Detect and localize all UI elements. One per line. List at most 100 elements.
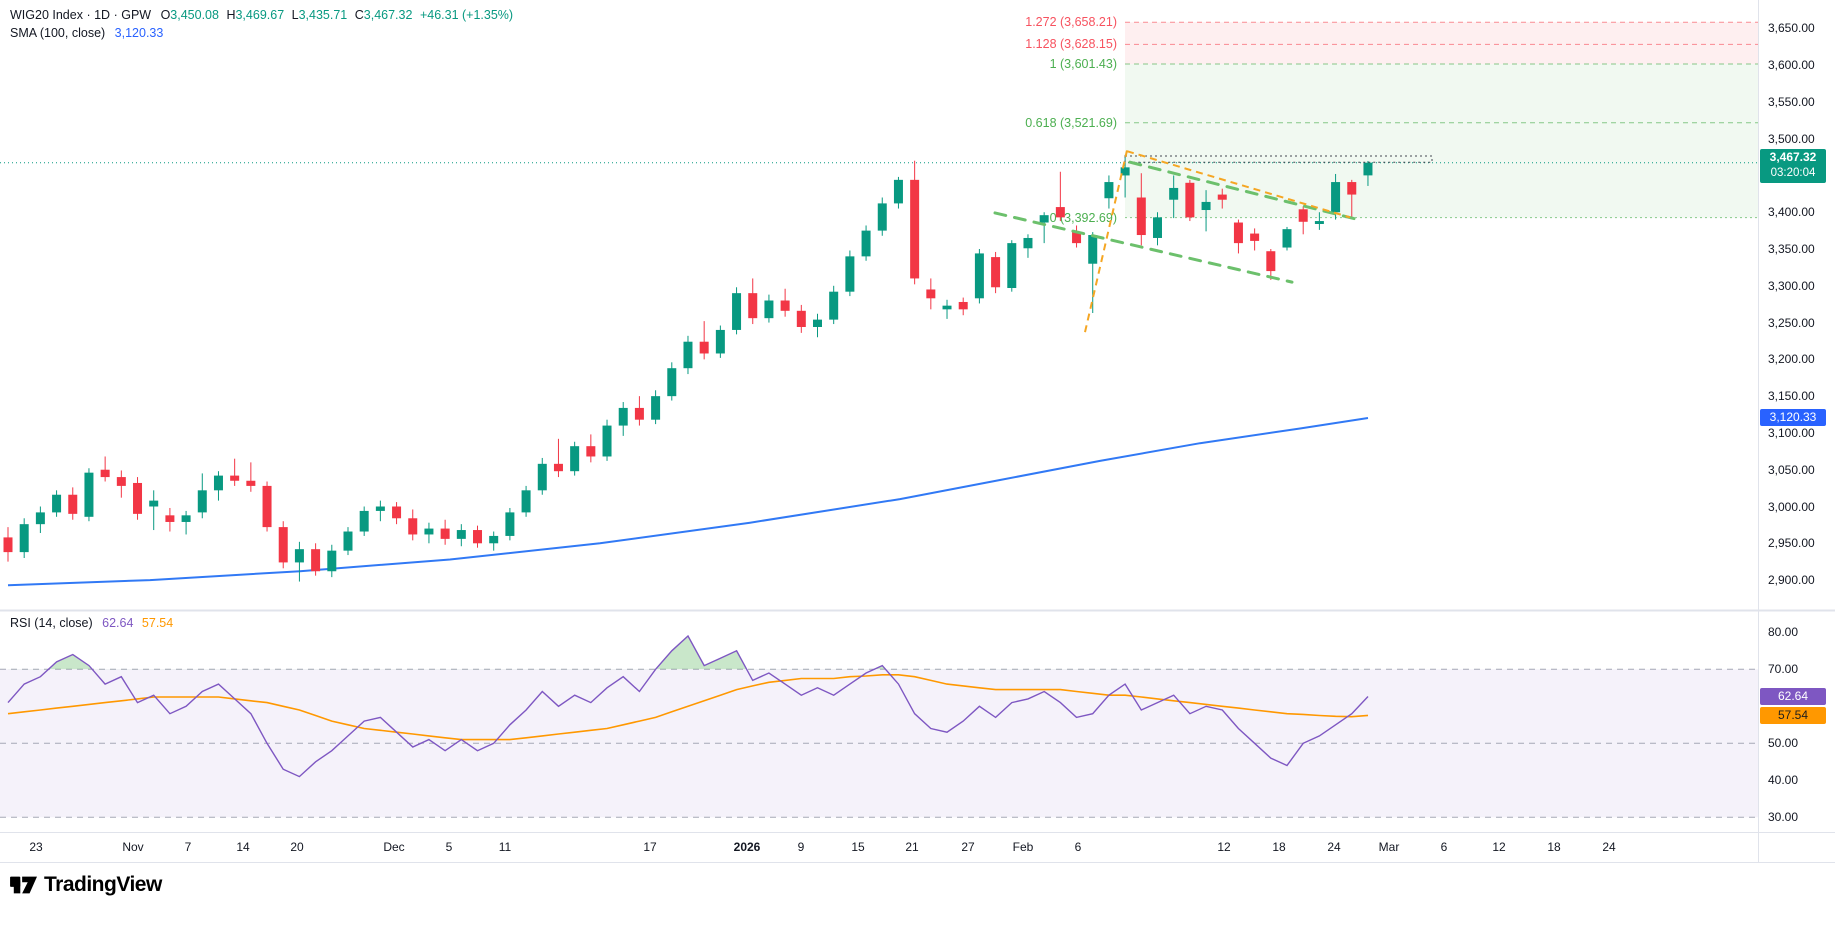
- tradingview-logo-icon: [10, 876, 37, 894]
- time-axis-label: 17: [643, 840, 657, 854]
- candle-up: [424, 528, 434, 535]
- exchange: GPW: [121, 8, 152, 22]
- candle-down: [262, 485, 272, 528]
- candle-up: [974, 253, 984, 299]
- candle-up: [1314, 221, 1324, 224]
- candle-down: [634, 407, 644, 420]
- bar-countdown: 03:20:04: [1770, 167, 1816, 179]
- rsi-band: [0, 669, 1758, 818]
- candle-up: [1039, 215, 1049, 223]
- sma-legend[interactable]: SMA (100, close) 3,120.33: [10, 26, 163, 40]
- fib-level-label: 0.618 (3,521.69): [1025, 115, 1117, 130]
- fib-level-label: 1.272 (3,658.21): [1025, 15, 1117, 30]
- symbol-title: WIG20 Index: [10, 8, 83, 22]
- candle-up: [651, 396, 661, 420]
- sma-badge: 3,120.33: [1760, 409, 1826, 426]
- candle-up: [537, 463, 547, 491]
- time-axis-label: 18: [1272, 840, 1286, 854]
- price-axis-label: 3,500.00: [1768, 131, 1815, 146]
- candle-down: [278, 527, 288, 563]
- close-value: 3,467.32: [363, 8, 413, 22]
- high-value: 3,469.67: [235, 8, 285, 22]
- symbol-legend[interactable]: WIG20 Index · 1D · GPW O3,450.08 H3,469.…: [10, 8, 514, 22]
- candle-up: [602, 425, 612, 457]
- price-axis-label: 3,000.00: [1768, 499, 1815, 514]
- fib-level-label: 0 (3,392.69): [1049, 210, 1117, 225]
- candle-up: [181, 515, 191, 522]
- time-axis-label: 15: [851, 840, 865, 854]
- candle-up: [813, 319, 822, 327]
- time-axis-label: Mar: [1378, 840, 1400, 854]
- time-axis-label: 21: [905, 840, 919, 854]
- time-axis-label: Feb: [1012, 840, 1034, 854]
- candle-up: [683, 341, 693, 369]
- candle-down: [1266, 251, 1276, 272]
- rsi-axis-label: 50.00: [1768, 736, 1799, 751]
- time-axis-label: 12: [1217, 840, 1231, 854]
- candle-down: [1055, 207, 1065, 218]
- candle-down: [165, 515, 175, 522]
- candle-down: [1298, 209, 1308, 222]
- candle-up: [1169, 187, 1179, 200]
- candle-up: [213, 475, 223, 491]
- candle-down: [796, 310, 806, 327]
- candle-down: [133, 482, 143, 514]
- fib-trend-dashed-line: [1126, 150, 1351, 219]
- dotted-box-annotation: [1124, 155, 1433, 163]
- time-axis-label: 23: [29, 840, 43, 854]
- wedge-trendline: [993, 211, 1294, 284]
- candle-down: [586, 446, 596, 457]
- candle-up: [35, 512, 45, 525]
- time-axis-label: 24: [1327, 840, 1341, 854]
- last-price-value: 3,467.32: [1769, 150, 1817, 164]
- candle-down: [408, 518, 418, 535]
- fib-level-label: 1.128 (3,628.15): [1025, 37, 1117, 52]
- time-axis-label: Dec: [383, 840, 405, 854]
- sma-line: [7, 417, 1369, 587]
- low-value: 3,435.71: [298, 8, 348, 22]
- candle-down: [910, 179, 920, 279]
- candle-up: [1201, 201, 1211, 211]
- price-axis-label: 3,150.00: [1768, 389, 1815, 404]
- candle-up: [667, 368, 677, 397]
- time-axis-label: Nov: [122, 840, 144, 854]
- time-axis-label: 27: [961, 840, 975, 854]
- candle-up: [359, 510, 369, 532]
- time-axis-label: 9: [797, 840, 805, 854]
- price-axis-label: 3,250.00: [1768, 315, 1815, 330]
- candle-down: [553, 463, 563, 472]
- last-price-badge: 3,467.32 03:20:04: [1760, 149, 1826, 183]
- timeframe: 1D: [94, 8, 111, 22]
- candle-down: [1072, 232, 1082, 244]
- candle-up: [505, 512, 515, 536]
- candle-up: [1331, 182, 1341, 213]
- price-axis-label: 2,900.00: [1768, 573, 1815, 588]
- price-axis-label: 3,400.00: [1768, 205, 1815, 220]
- candle-down: [1250, 233, 1260, 241]
- candle-up: [829, 291, 839, 320]
- candle-up: [456, 530, 466, 539]
- candle-up: [1152, 217, 1162, 238]
- candle-up: [877, 203, 887, 231]
- price-axis-label: 3,350.00: [1768, 242, 1815, 256]
- candle-up: [343, 531, 353, 551]
- candle-down: [392, 506, 402, 519]
- candle-up: [1282, 229, 1292, 248]
- price-axis-label: 3,100.00: [1768, 425, 1815, 440]
- time-axis-label: 18: [1547, 840, 1561, 854]
- candle-down: [230, 475, 240, 481]
- tradingview-logo[interactable]: TradingView: [10, 872, 162, 898]
- fib-level-label: 1 (3,601.43): [1049, 57, 1117, 72]
- price-axis-label: 3,600.00: [1768, 58, 1815, 73]
- candle-up: [52, 494, 62, 513]
- fib-zone: [1125, 64, 1758, 218]
- rsi-line: [7, 634, 1369, 778]
- rsi-legend[interactable]: RSI (14, close) 62.64 57.54: [10, 616, 173, 630]
- candle-down: [1136, 197, 1146, 236]
- rsi-axis-label: 80.00: [1768, 625, 1799, 640]
- candle-up: [942, 305, 952, 310]
- tradingview-logo-text: TradingView: [44, 873, 162, 896]
- rsi-label: RSI (14, close): [10, 616, 93, 630]
- candle-up: [732, 293, 742, 330]
